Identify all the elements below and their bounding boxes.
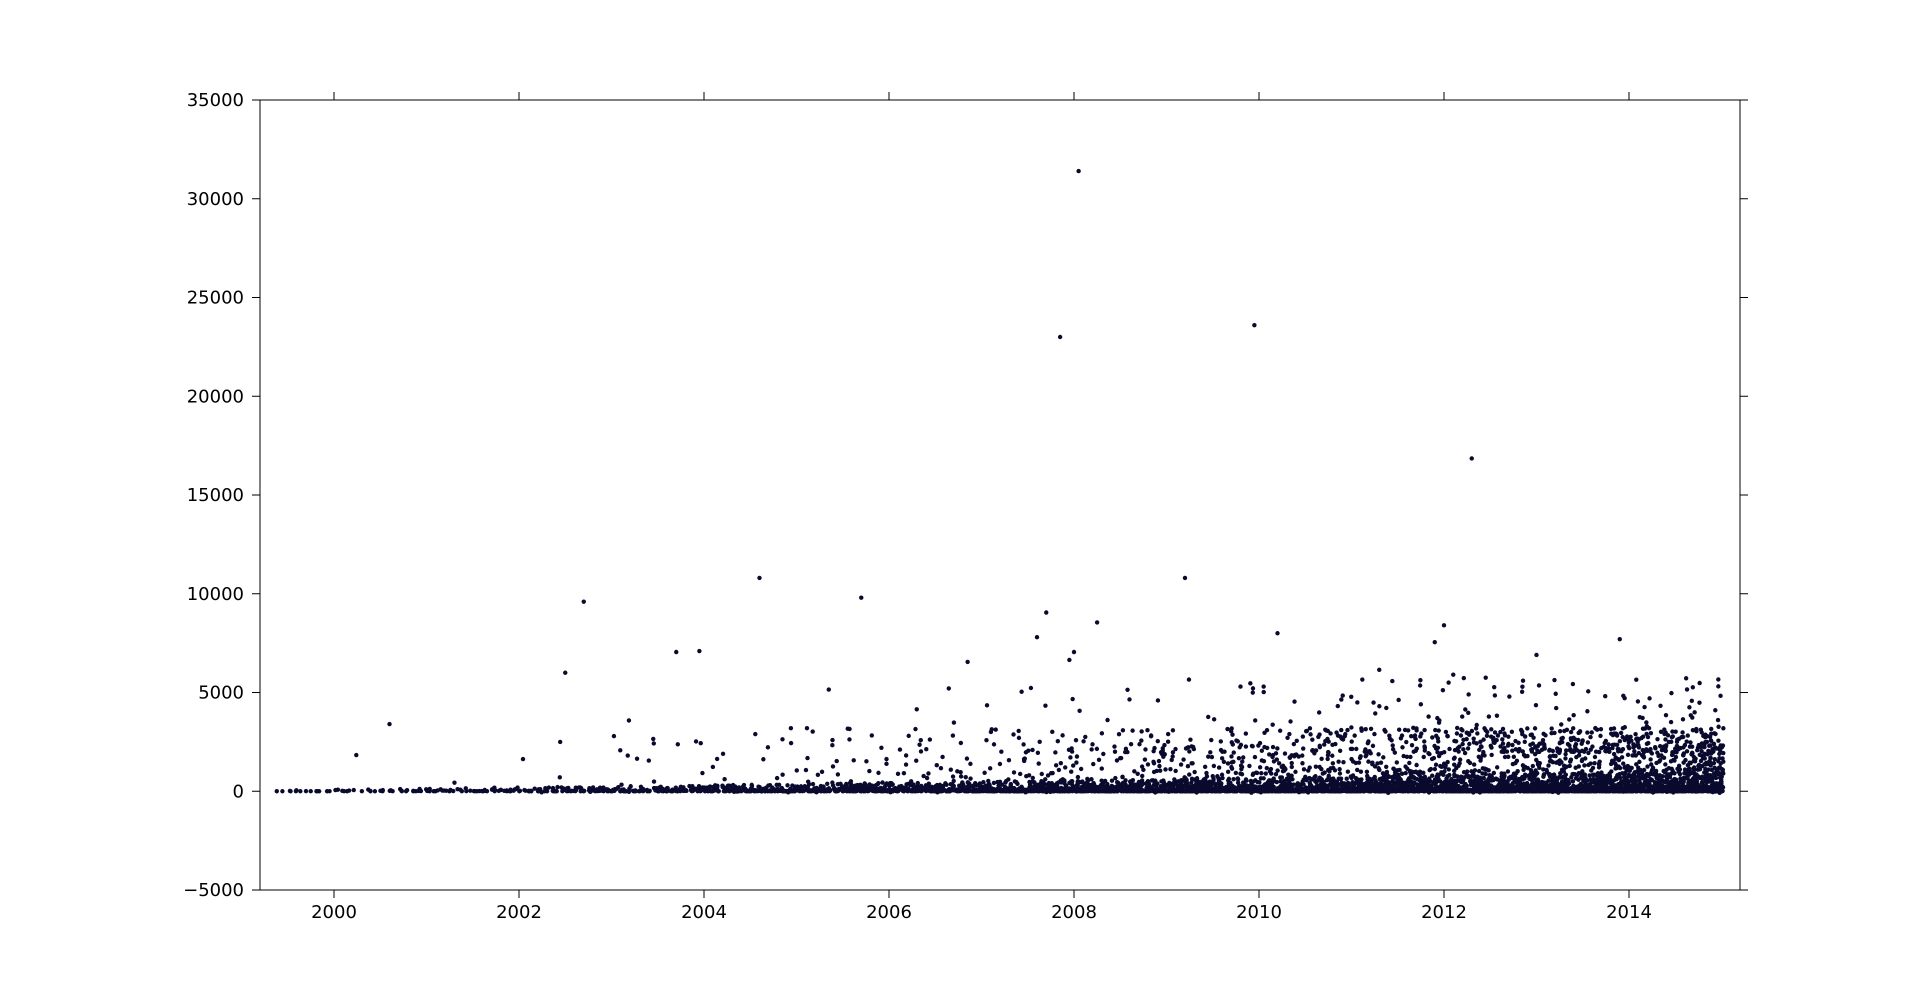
outlier-point [387,722,391,726]
outlier-point [1377,668,1381,672]
y-tick-label: 15000 [187,485,244,506]
outlier-point [1183,576,1187,580]
x-tick-label: 2006 [866,902,912,923]
outlier-point [1585,709,1589,713]
outlier-point [1072,650,1076,654]
y-tick-label: −5000 [183,880,244,901]
outlier-point [1127,697,1131,701]
outlier-point [965,660,969,664]
outlier-point [1493,693,1497,697]
outlier-point [1058,335,1062,339]
outlier-point [563,671,567,675]
y-tick-label: 0 [233,781,244,802]
x-tick-label: 2014 [1606,902,1652,923]
outlier-point [859,596,863,600]
outlier-point [1470,456,1474,460]
outlier-point [1252,323,1256,327]
outlier-point [1534,653,1538,657]
outlier-point [582,599,586,603]
y-tick-label: 25000 [187,288,244,309]
outlier-point [674,650,678,654]
outlier-point [1442,623,1446,627]
y-tick-label: 35000 [187,90,244,111]
chart-svg: 2000 2002 2004 2006 2008 2010 2012 2014 −5000 0 50… [0,0,1920,992]
x-tick-label: 2004 [681,902,727,923]
outlier-point [1664,713,1668,717]
outlier-point [697,649,701,653]
outlier-point [1433,640,1437,644]
y-tick-label: 30000 [187,189,244,210]
y-tick-label: 20000 [187,386,244,407]
outlier-point [1446,680,1450,684]
outlier-point [1451,673,1455,677]
y-tick-label: 5000 [198,683,244,704]
outlier-point [1275,631,1279,635]
outlier-point [1095,620,1099,624]
outlier-point [915,707,919,711]
scatter-chart: 2000 2002 2004 2006 2008 2010 2012 2014 −5000 0 50… [0,0,1920,992]
x-tick-label: 2010 [1236,902,1282,923]
outlier-point [1044,610,1048,614]
x-tick-label: 2008 [1051,902,1097,923]
x-tick-label: 2002 [496,902,542,923]
outlier-point [1618,637,1622,641]
outlier-point [757,576,761,580]
outlier-point [1067,658,1071,662]
outlier-point [1238,684,1242,688]
outlier-point [1419,702,1423,706]
x-tick-label: 2012 [1421,902,1467,923]
x-tick-label: 2000 [311,902,357,923]
outlier-point [1035,635,1039,639]
outlier-point [1076,169,1080,173]
y-tick-label: 10000 [187,584,244,605]
